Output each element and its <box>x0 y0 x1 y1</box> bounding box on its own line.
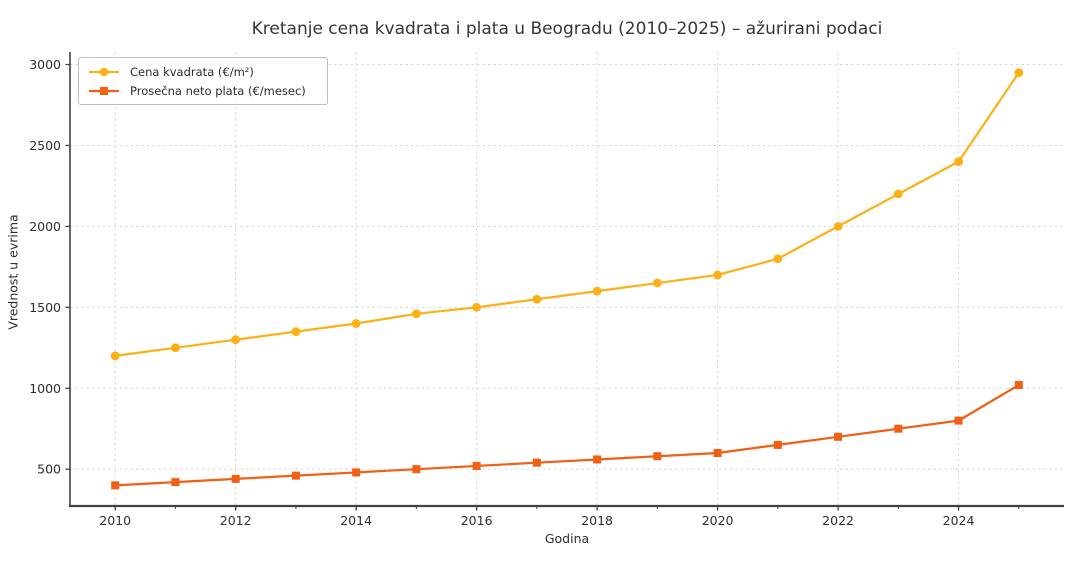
x-tick-label: 2024 <box>943 513 975 528</box>
x-tick-label: 2018 <box>581 513 613 528</box>
data-point <box>231 335 241 345</box>
legend-label: Prosečna neto plata (€/mesec) <box>130 83 306 98</box>
data-point <box>653 452 662 461</box>
x-tick-label: 2016 <box>461 513 493 528</box>
data-point <box>593 455 602 464</box>
data-point <box>171 478 180 487</box>
data-point <box>472 302 482 312</box>
y-axis-label: Vrednost u evrima <box>5 214 21 330</box>
data-point <box>111 481 120 490</box>
data-point <box>532 294 542 304</box>
y-tick-label: 500 <box>37 462 61 477</box>
legend-item-cena-kvadrata: Cena kvadrata (€/m²) <box>87 63 319 81</box>
series-line-1 <box>114 383 1020 487</box>
legend-item-neto-plata: Prosečna neto plata (€/mesec) <box>87 82 319 100</box>
data-point <box>773 254 783 264</box>
data-point <box>954 157 963 167</box>
data-point <box>592 286 602 296</box>
data-point <box>773 440 782 449</box>
data-point <box>1014 381 1023 390</box>
data-point <box>472 461 481 470</box>
data-point <box>954 416 963 425</box>
data-point <box>171 343 180 353</box>
data-point <box>894 424 903 433</box>
x-tick-label: 2012 <box>220 513 252 528</box>
line-square-marker-icon <box>89 86 119 95</box>
y-tick-label: 1500 <box>29 300 61 315</box>
series-line-0 <box>114 71 1020 357</box>
data-point <box>352 468 361 477</box>
legend: Cena kvadrata (€/m²) Prosečna neto plata… <box>78 57 328 105</box>
y-tick-label: 2000 <box>29 219 61 234</box>
x-tick-label: 2014 <box>340 513 372 528</box>
data-point <box>532 458 541 467</box>
y-tick-label: 1000 <box>29 381 61 396</box>
chart-title: Kretanje cena kvadrata i plata u Beograd… <box>251 19 883 39</box>
x-axis-label: Godina <box>544 531 590 546</box>
x-tick-label: 2010 <box>99 513 131 528</box>
data-point <box>231 474 240 483</box>
data-point <box>351 319 361 328</box>
x-tick-label: 2020 <box>702 513 734 528</box>
data-point <box>1014 68 1024 78</box>
data-point <box>833 221 843 231</box>
data-point <box>412 465 421 474</box>
square-marker-icon <box>100 86 108 95</box>
y-tick-label: 2500 <box>29 138 61 153</box>
data-point <box>713 270 723 280</box>
data-point <box>110 351 120 361</box>
line-circle-marker-icon <box>89 67 119 76</box>
legend-label: Cena kvadrata (€/m²) <box>130 64 254 79</box>
data-point <box>713 448 722 457</box>
x-tick-label: 2022 <box>822 513 854 528</box>
data-point <box>291 471 300 480</box>
data-point <box>893 189 903 199</box>
data-point <box>652 278 662 288</box>
y-tick-label: 3000 <box>29 57 61 72</box>
data-point <box>291 327 301 337</box>
circle-marker-icon <box>99 67 109 76</box>
data-point <box>834 432 843 441</box>
data-point <box>411 309 421 319</box>
